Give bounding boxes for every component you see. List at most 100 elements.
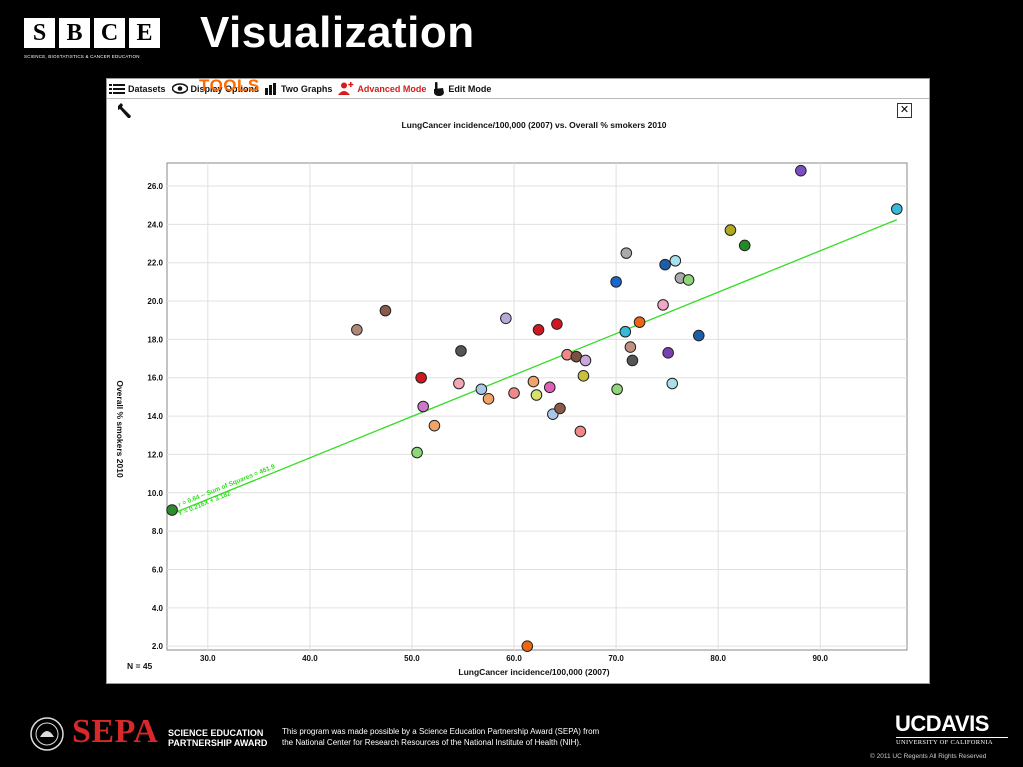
scatter-point[interactable] — [795, 164, 807, 177]
scatter-point[interactable] — [351, 324, 363, 336]
y-tick-label: 6.0 — [152, 565, 164, 574]
scatter-point[interactable] — [527, 375, 540, 388]
scatter-point[interactable] — [657, 299, 669, 311]
scatter-point[interactable] — [500, 312, 512, 325]
scatter-point[interactable] — [475, 383, 488, 396]
chart-title: LungCancer incidence/100,000 (2007) vs. … — [401, 120, 666, 130]
scatter-point[interactable] — [379, 304, 392, 317]
scatter-point[interactable] — [411, 446, 423, 459]
scatter-point[interactable] — [633, 316, 646, 328]
y-tick-label: 8.0 — [152, 527, 164, 536]
x-axis-label: LungCancer incidence/100,000 (2007) — [458, 667, 609, 677]
y-tick-label: 20.0 — [147, 297, 163, 306]
n-count-label: N = 45 — [127, 661, 153, 671]
grid-lines — [166, 162, 908, 651]
scatter-point[interactable] — [508, 387, 520, 399]
scatter-point[interactable] — [455, 345, 467, 357]
slide-title: Visualization — [200, 8, 475, 57]
scatter-point[interactable] — [662, 347, 674, 359]
y-tick-label: 16.0 — [147, 374, 163, 383]
scatter-point[interactable] — [532, 324, 545, 336]
wrench-icon[interactable] — [117, 103, 133, 119]
copyright-text: © 2011 UC Regents All Rights Reserved — [870, 753, 987, 760]
y-tick-label: 4.0 — [152, 604, 164, 613]
edit-mode-label: Edit Mode — [448, 83, 492, 94]
advanced-mode-button[interactable]: Advanced Mode — [338, 82, 426, 95]
scatter-point[interactable] — [610, 276, 622, 288]
edit-mode-button[interactable]: Edit Mode — [432, 81, 492, 96]
x-tick-label: 40.0 — [302, 654, 318, 663]
fit-line-group: r = 0.64 -- Sum of Squares = 461.9Y = 0.… — [171, 219, 898, 518]
scatter-point[interactable] — [692, 329, 705, 342]
display-options-button[interactable]: Display Options — [171, 83, 259, 94]
y-tick-label: 24.0 — [147, 220, 163, 229]
logo-subtitle: SCIENCE, BIOSTATISTICS & CANCER EDUCATIO… — [24, 54, 140, 59]
scatter-point[interactable] — [620, 247, 633, 259]
x-tick-label: 80.0 — [710, 654, 726, 663]
scatter-point[interactable] — [626, 354, 639, 367]
scatter-point[interactable] — [543, 381, 556, 394]
scatter-point[interactable] — [415, 371, 427, 384]
y-tick-label: 22.0 — [147, 259, 163, 268]
data-points — [166, 164, 903, 652]
scatter-point[interactable] — [551, 318, 563, 330]
scatter-point[interactable] — [738, 239, 751, 252]
nih-seal-icon — [30, 717, 64, 751]
sepa-subtitle-line-1: SCIENCE EDUCATION — [168, 728, 264, 738]
scatter-point[interactable] — [530, 389, 543, 401]
sepa-logo-text: SEPA — [72, 713, 159, 750]
scatter-point[interactable] — [619, 325, 632, 338]
scatter-point[interactable] — [554, 402, 566, 415]
x-tick-label: 60.0 — [506, 654, 522, 663]
scatter-point[interactable] — [682, 274, 695, 286]
x-tick-label: 90.0 — [812, 654, 828, 663]
datasets-label: Datasets — [128, 83, 166, 94]
hand-pointer-icon — [434, 81, 445, 96]
list-icon — [109, 83, 125, 94]
scatter-point[interactable] — [624, 341, 637, 353]
sepa-subtitle-line-2: PARTNERSHIP AWARD — [168, 738, 268, 748]
funding-credit-line-2: the National Center for Research Resourc… — [282, 738, 582, 747]
logo-letter-c: C — [94, 18, 125, 48]
scatter-point[interactable] — [577, 370, 590, 382]
scatter-chart: LungCancer incidence/100,000 (2007) vs. … — [115, 120, 908, 677]
scatter-point[interactable] — [611, 383, 623, 396]
close-button[interactable]: ✕ — [897, 103, 912, 118]
scatter-point[interactable] — [659, 258, 671, 271]
scatter-point[interactable] — [890, 203, 903, 215]
funding-credit: This program was made possible by a Scie… — [282, 726, 599, 748]
scatter-point[interactable] — [521, 640, 534, 652]
datasets-button[interactable]: Datasets — [109, 83, 166, 95]
scatter-point[interactable] — [666, 377, 679, 390]
scatter-point[interactable] — [724, 224, 737, 236]
y-axis-label: Overall % smokers 2010 — [115, 380, 125, 478]
scatter-point[interactable] — [166, 504, 178, 516]
eye-icon — [171, 83, 188, 94]
ucdavis-subtitle: UNIVERSITY OF CALIFORNIA — [896, 739, 993, 746]
scatter-point[interactable] — [579, 354, 592, 367]
y-tick-label: 12.0 — [147, 450, 163, 459]
scatter-point[interactable] — [453, 377, 465, 390]
scatter-point[interactable] — [428, 419, 441, 432]
scatter-point[interactable] — [417, 400, 429, 413]
scatter-point[interactable] — [482, 393, 495, 405]
logo-letter-b: B — [59, 18, 90, 48]
graph-app-window: Datasets Display Options Two Graphs Adva… — [106, 76, 930, 684]
two-graphs-label: Two Graphs — [281, 83, 333, 94]
slide-header: S B C E SCIENCE, BIOSTATISTICS & CANCER … — [0, 0, 1023, 78]
regression-equation-label: r = 0.64 -- Sum of Squares = 461.9 — [177, 463, 276, 509]
scatter-point[interactable] — [669, 254, 682, 267]
sepa-subtitle: SCIENCE EDUCATION PARTNERSHIP AWARD — [168, 728, 267, 748]
logo-letter-s: S — [24, 18, 55, 48]
bar-chart-icon — [265, 82, 277, 95]
plot-frame — [166, 162, 908, 651]
two-graphs-button[interactable]: Two Graphs — [265, 82, 333, 95]
y-tick-label: 2.0 — [152, 642, 164, 651]
scatter-point[interactable] — [574, 425, 587, 438]
logo-letter-e: E — [129, 18, 160, 48]
y-tick-label: 18.0 — [147, 335, 163, 344]
x-tick-label: 70.0 — [608, 654, 624, 663]
funding-credit-line-1: This program was made possible by a Scie… — [282, 727, 600, 736]
advanced-mode-label: Advanced Mode — [357, 83, 427, 94]
x-tick-label: 30.0 — [200, 654, 216, 663]
